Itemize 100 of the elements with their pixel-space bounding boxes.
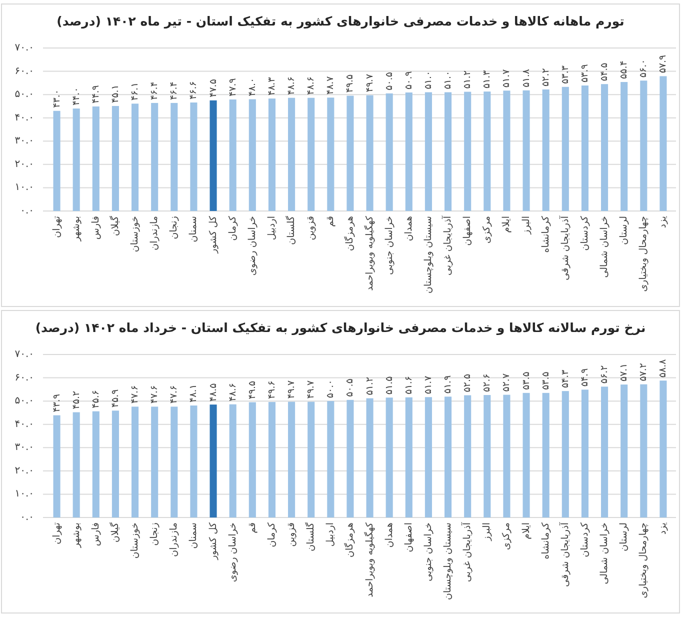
data-label: ۵۱.۳ xyxy=(482,70,493,89)
data-label: ۵۴.۵ xyxy=(599,62,610,82)
data-label: ۵۳.۹ xyxy=(579,64,590,82)
data-label: ۴۳.۹ xyxy=(51,394,62,412)
data-label: ۴۶.۱ xyxy=(130,82,141,101)
x-tick-label: چهارمحال وبختیاری xyxy=(638,216,650,292)
x-tick-label: آذربایجان شرقی xyxy=(558,522,571,587)
x-tick-label: چهارمحال وبختیاری xyxy=(638,522,650,598)
x-tick-label: خراسان شمالی xyxy=(599,216,610,278)
data-label: ۴۹.۵ xyxy=(344,74,356,93)
x-tick-label: زنجان xyxy=(168,216,180,240)
data-label: ۵۰.۵ xyxy=(344,378,356,397)
data-label: ۴۷.۶ xyxy=(149,385,160,404)
data-label: ۵۶.۰ xyxy=(638,59,650,78)
y-tick-label: ۷۰.۰ xyxy=(14,42,34,54)
data-label: ۴۴.۹ xyxy=(90,85,102,104)
x-tick-label: فارس xyxy=(90,522,102,546)
x-tick-label: خراسان رضوی xyxy=(246,216,258,276)
x-tick-label: کهگیلویه وبویراحمد xyxy=(363,522,376,598)
x-tick-label: هرمزگان xyxy=(344,216,356,251)
y-tick-label: ۱۰.۰ xyxy=(14,182,34,194)
data-label: ۴۷.۵ xyxy=(208,79,219,98)
x-tick-label: کل کشور xyxy=(208,216,219,254)
x-tick-label: سیستان وبلوچستان xyxy=(422,216,434,294)
x-tick-label: خوزستان xyxy=(130,216,141,252)
data-label: ۴۴.۰ xyxy=(70,87,82,106)
data-label: ۴۸.۵ xyxy=(208,383,219,402)
data-label: ۵۳.۵ xyxy=(520,372,532,390)
x-tick-label: اصفهان xyxy=(462,216,474,246)
x-tick-label: کردستان xyxy=(579,216,590,251)
x-tick-label: کرمان xyxy=(227,216,238,241)
x-tick-label: البرز xyxy=(520,216,532,236)
data-label: ۴۷.۶ xyxy=(168,385,180,404)
x-tick-label: خراسان جنوبی xyxy=(422,522,434,582)
data-label: ۴۹.۵ xyxy=(246,380,258,400)
y-tick-label: ۵۰.۰ xyxy=(14,396,34,407)
data-label: ۵۲.۶ xyxy=(482,374,493,392)
data-label: ۴۸.۰ xyxy=(246,78,258,96)
x-tick-label: تهران xyxy=(51,522,62,544)
data-label: ۴۹.۷ xyxy=(306,380,317,399)
x-tick-label: سمنان xyxy=(188,522,200,549)
y-tick-label: ۲۰.۰ xyxy=(14,158,34,170)
data-label: ۴۷.۶ xyxy=(130,385,141,404)
y-tick-label: ۰.۰ xyxy=(20,512,34,523)
x-tick-label: قزوین xyxy=(306,216,317,240)
data-label: ۴۷.۹ xyxy=(227,78,238,96)
data-label: ۴۳.۰ xyxy=(51,90,62,108)
data-label: ۴۵.۹ xyxy=(110,389,121,408)
x-tick-label: کرمانشاه xyxy=(540,216,552,253)
data-label: ۵۰.۵ xyxy=(384,72,395,90)
x-tick-label: لرستان xyxy=(618,522,630,552)
x-tick-label: قزوین xyxy=(286,522,298,547)
x-tick-label: بوشهر xyxy=(70,522,82,549)
x-tick-label: لرستان xyxy=(618,216,630,245)
data-label: ۵۱.۵ xyxy=(384,376,395,395)
data-label: ۵۱.۶ xyxy=(403,376,414,394)
x-tick-label: اصفهان xyxy=(403,522,414,552)
y-tick-label: ۰.۰ xyxy=(20,206,34,216)
data-label: ۵۳.۵ xyxy=(540,372,552,390)
chart-title: تورم ماهانه کالاها و خدمات مصرفی خانوارهای کشور به تفکیک استان - تیر ماه ۱۴۰۲ (درصد) xyxy=(56,14,624,30)
data-label: ۴۹.۷ xyxy=(364,74,376,92)
x-tick-label: همدان xyxy=(403,216,414,242)
x-tick-label: خوزستان xyxy=(130,522,141,559)
x-tick-label: قم xyxy=(246,522,258,534)
data-label: ۵۰.۹ xyxy=(403,71,414,90)
data-label: ۵۴.۹ xyxy=(579,368,590,387)
data-label: ۵۰.۰ xyxy=(325,380,336,398)
x-tick-label: آذربایجان شرقی xyxy=(558,216,571,280)
data-label: ۵۵.۴ xyxy=(618,60,630,79)
data-label: ۵۶.۲ xyxy=(599,365,610,384)
data-label: ۵۱.۷ xyxy=(422,376,434,394)
x-tick-label: یزد xyxy=(658,522,669,535)
x-tick-label: اردبیل xyxy=(266,216,278,240)
x-tick-label: گلستان xyxy=(304,522,317,552)
x-tick-label: گلستان xyxy=(285,216,298,245)
data-label: ۵۱.۸ xyxy=(520,69,532,88)
x-tick-label: خراسان شمالی xyxy=(599,522,610,584)
data-label: ۵۲.۷ xyxy=(501,373,512,392)
x-tick-label: ایلام xyxy=(520,522,532,540)
data-label: ۵۸.۸ xyxy=(658,359,669,378)
data-label: ۵۳.۳ xyxy=(560,66,571,84)
x-tick-label: زنجان xyxy=(149,522,160,546)
x-tick-label: کردستان xyxy=(579,522,590,558)
data-label: ۵۱.۰ xyxy=(422,70,434,90)
x-tick-label: کهگیلویه وبویراحمد xyxy=(363,216,376,291)
data-label: ۴۵.۱ xyxy=(110,84,121,103)
x-tick-label: بوشهر xyxy=(70,216,82,242)
data-label: ۵۱.۲ xyxy=(364,376,376,396)
data-label: ۴۶.۴ xyxy=(149,82,160,100)
x-tick-label: سیستان وبلوچستان xyxy=(442,522,454,600)
x-tick-label: مرکزی xyxy=(501,522,512,550)
data-label: ۵۱.۷ xyxy=(501,69,512,88)
data-label: ۴۸.۶ xyxy=(286,76,298,95)
x-tick-label: همدان xyxy=(384,522,395,548)
x-tick-label: کرمانشاه xyxy=(540,522,552,560)
x-tick-label: کرمان xyxy=(266,522,278,548)
x-tick-label: خراسان رضوی xyxy=(227,522,238,582)
x-tick-label: سمنان xyxy=(188,216,200,242)
x-tick-label: البرز xyxy=(482,522,493,542)
data-label: ۴۵.۲ xyxy=(70,390,82,410)
